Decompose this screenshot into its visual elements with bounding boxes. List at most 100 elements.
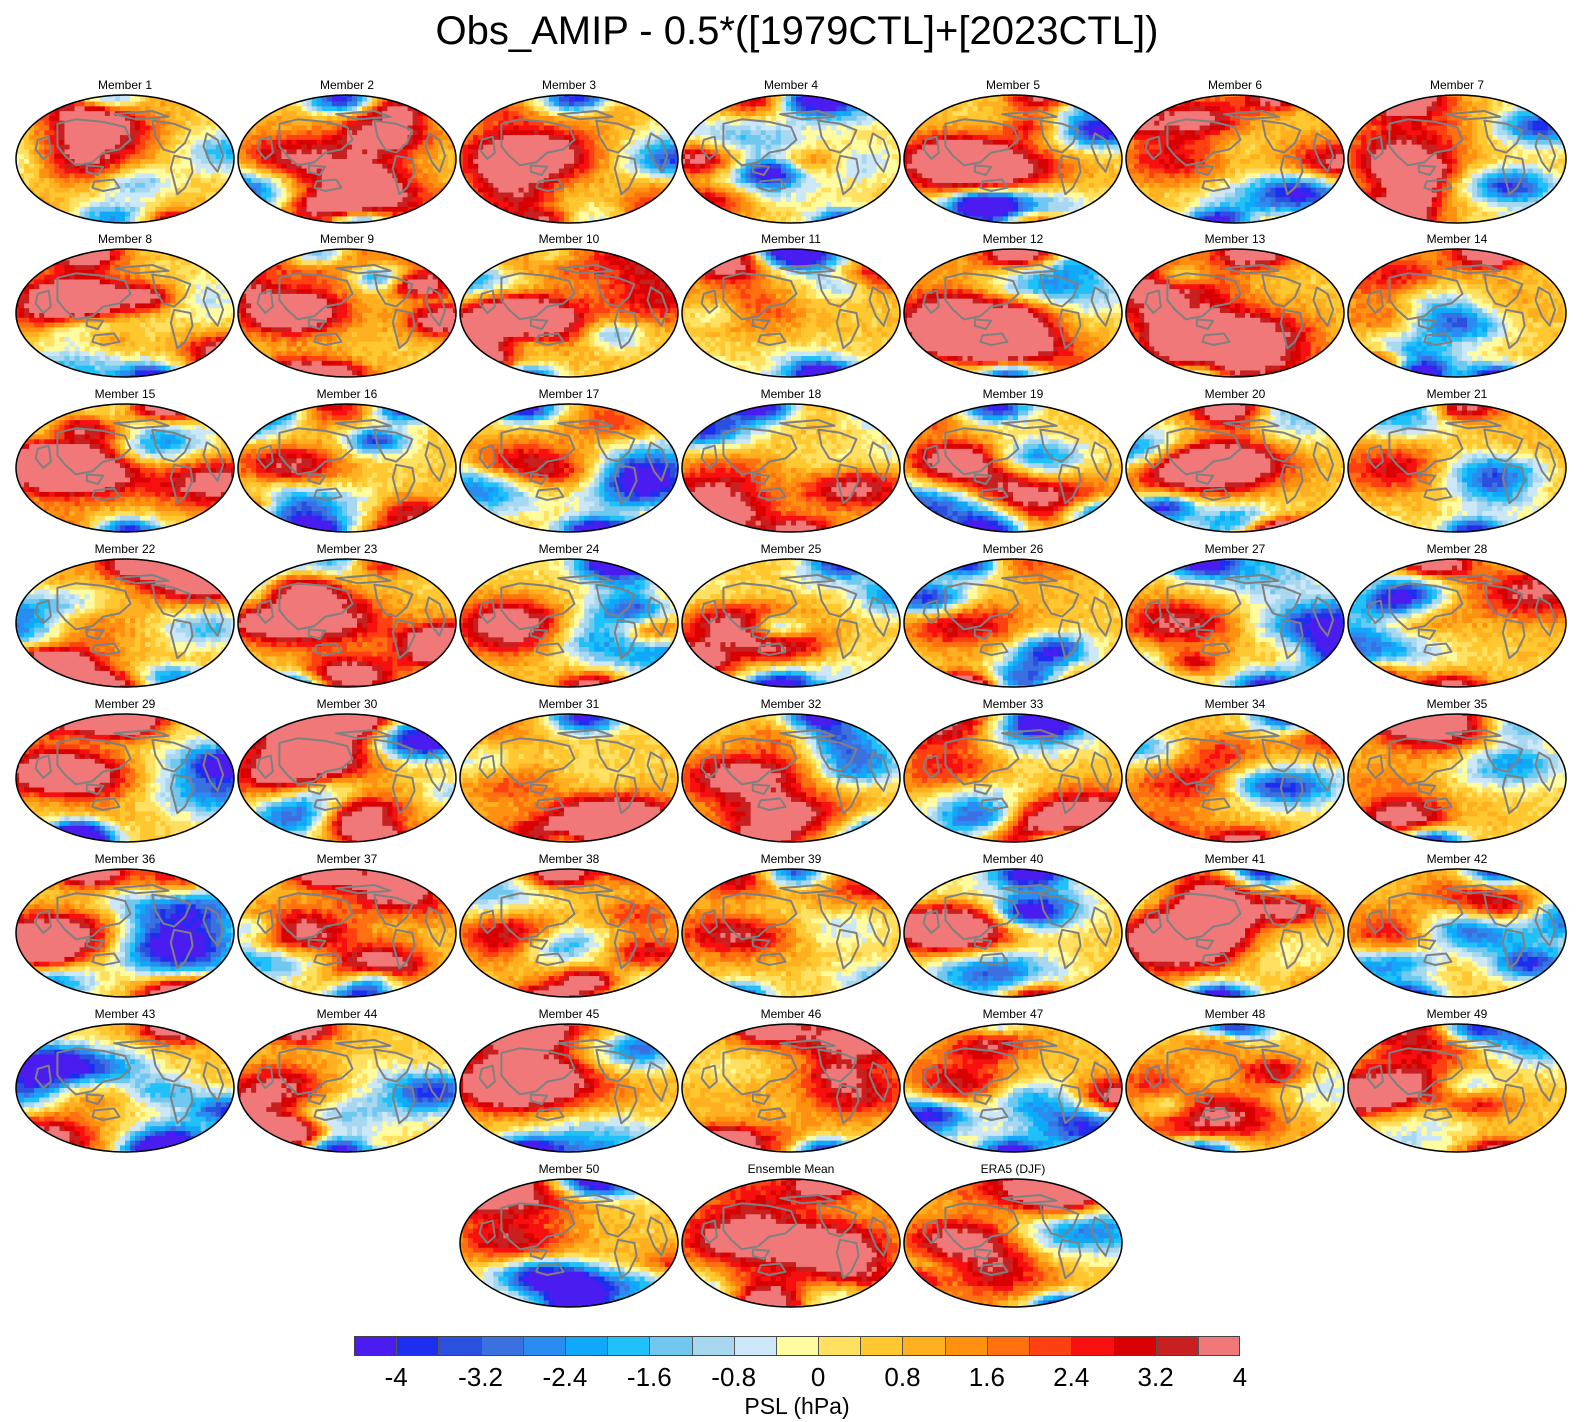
colorbar-tick-label: -4 [356,1362,436,1392]
psl-anomaly-map [236,92,458,226]
map-panel: Member 23 [236,542,458,690]
psl-anomaly-map [902,246,1124,380]
psl-anomaly-map [1346,1021,1568,1155]
psl-anomaly-map [902,711,1124,845]
map-panel: Member 47 [902,1007,1124,1155]
panel-title: Member 50 [458,1162,680,1176]
panel-title: Member 14 [1346,232,1568,246]
map-panel: Member 33 [902,697,1124,845]
panel-title: Member 26 [902,542,1124,556]
psl-anomaly-map [458,711,680,845]
map-panel: Member 48 [1124,1007,1346,1155]
map-panel: Member 25 [680,542,902,690]
psl-anomaly-map [680,711,902,845]
map-panel: Member 31 [458,697,680,845]
psl-anomaly-map [458,401,680,535]
psl-anomaly-map [14,246,236,380]
map-panel: Member 12 [902,232,1124,380]
psl-anomaly-map [1124,1021,1346,1155]
map-panel: Member 9 [236,232,458,380]
map-panel: Member 1 [14,78,236,226]
map-panel: Member 41 [1124,852,1346,1000]
psl-anomaly-map [458,92,680,226]
colorbar-tick-label: 4 [1200,1362,1280,1392]
psl-anomaly-map [236,556,458,690]
panel-title: Member 21 [1346,387,1568,401]
psl-anomaly-map [14,92,236,226]
panel-title: Member 27 [1124,542,1346,556]
map-panel: Member 30 [236,697,458,845]
psl-anomaly-map [1124,556,1346,690]
psl-anomaly-map [902,1176,1124,1310]
psl-anomaly-map [236,401,458,535]
psl-anomaly-map [236,246,458,380]
map-panel: Member 38 [458,852,680,1000]
map-panel: Member 6 [1124,78,1346,226]
psl-anomaly-map [1346,711,1568,845]
panel-title: Member 7 [1346,78,1568,92]
panel-title: Member 30 [236,697,458,711]
psl-anomaly-map [1124,92,1346,226]
map-panel: Member 35 [1346,697,1568,845]
map-panel: Member 28 [1346,542,1568,690]
map-panel: Member 17 [458,387,680,535]
panel-title: Member 46 [680,1007,902,1021]
map-panel: Member 42 [1346,852,1568,1000]
map-panel: Member 11 [680,232,902,380]
map-panel: Member 13 [1124,232,1346,380]
psl-anomaly-map [14,1021,236,1155]
psl-anomaly-map [1346,401,1568,535]
psl-anomaly-map [458,1176,680,1310]
psl-anomaly-map [680,556,902,690]
map-panel: Member 44 [236,1007,458,1155]
psl-anomaly-map [236,1021,458,1155]
psl-anomaly-map [902,92,1124,226]
psl-anomaly-map [458,866,680,1000]
panel-title: Member 1 [14,78,236,92]
psl-anomaly-map [1124,401,1346,535]
panel-title: Member 24 [458,542,680,556]
panel-title: Member 10 [458,232,680,246]
psl-anomaly-map [1346,246,1568,380]
panel-title: Member 49 [1346,1007,1568,1021]
panel-title: Member 17 [458,387,680,401]
panel-title: Member 32 [680,697,902,711]
map-panel: Member 24 [458,542,680,690]
map-panel: Member 26 [902,542,1124,690]
psl-anomaly-map [1124,246,1346,380]
panel-title: ERA5 (DJF) [902,1162,1124,1176]
panel-title: Member 41 [1124,852,1346,866]
psl-anomaly-map [14,401,236,535]
panel-title: Member 23 [236,542,458,556]
psl-anomaly-map [458,556,680,690]
panel-title: Member 13 [1124,232,1346,246]
psl-anomaly-map [14,556,236,690]
panel-title: Member 34 [1124,697,1346,711]
panel-title: Member 36 [14,852,236,866]
map-panel: Member 50 [458,1162,680,1310]
psl-anomaly-map [1346,92,1568,226]
panel-title: Member 18 [680,387,902,401]
psl-anomaly-map [680,401,902,535]
map-panel: Member 5 [902,78,1124,226]
panel-title: Member 2 [236,78,458,92]
panel-title: Member 38 [458,852,680,866]
panel-title: Member 45 [458,1007,680,1021]
colorbar [354,1336,1240,1356]
panel-title: Member 11 [680,232,902,246]
map-panel: Member 16 [236,387,458,535]
map-panel: Member 45 [458,1007,680,1155]
map-panel: Member 18 [680,387,902,535]
panel-title: Member 37 [236,852,458,866]
map-panel: Member 34 [1124,697,1346,845]
colorbar-tick-label: -2.4 [525,1362,605,1392]
map-panel: Member 4 [680,78,902,226]
psl-anomaly-map [680,866,902,1000]
map-panel: Member 19 [902,387,1124,535]
map-panel: ERA5 (DJF) [902,1162,1124,1310]
panel-title: Member 12 [902,232,1124,246]
psl-anomaly-map [14,711,236,845]
panel-title: Member 4 [680,78,902,92]
psl-anomaly-map [902,1021,1124,1155]
